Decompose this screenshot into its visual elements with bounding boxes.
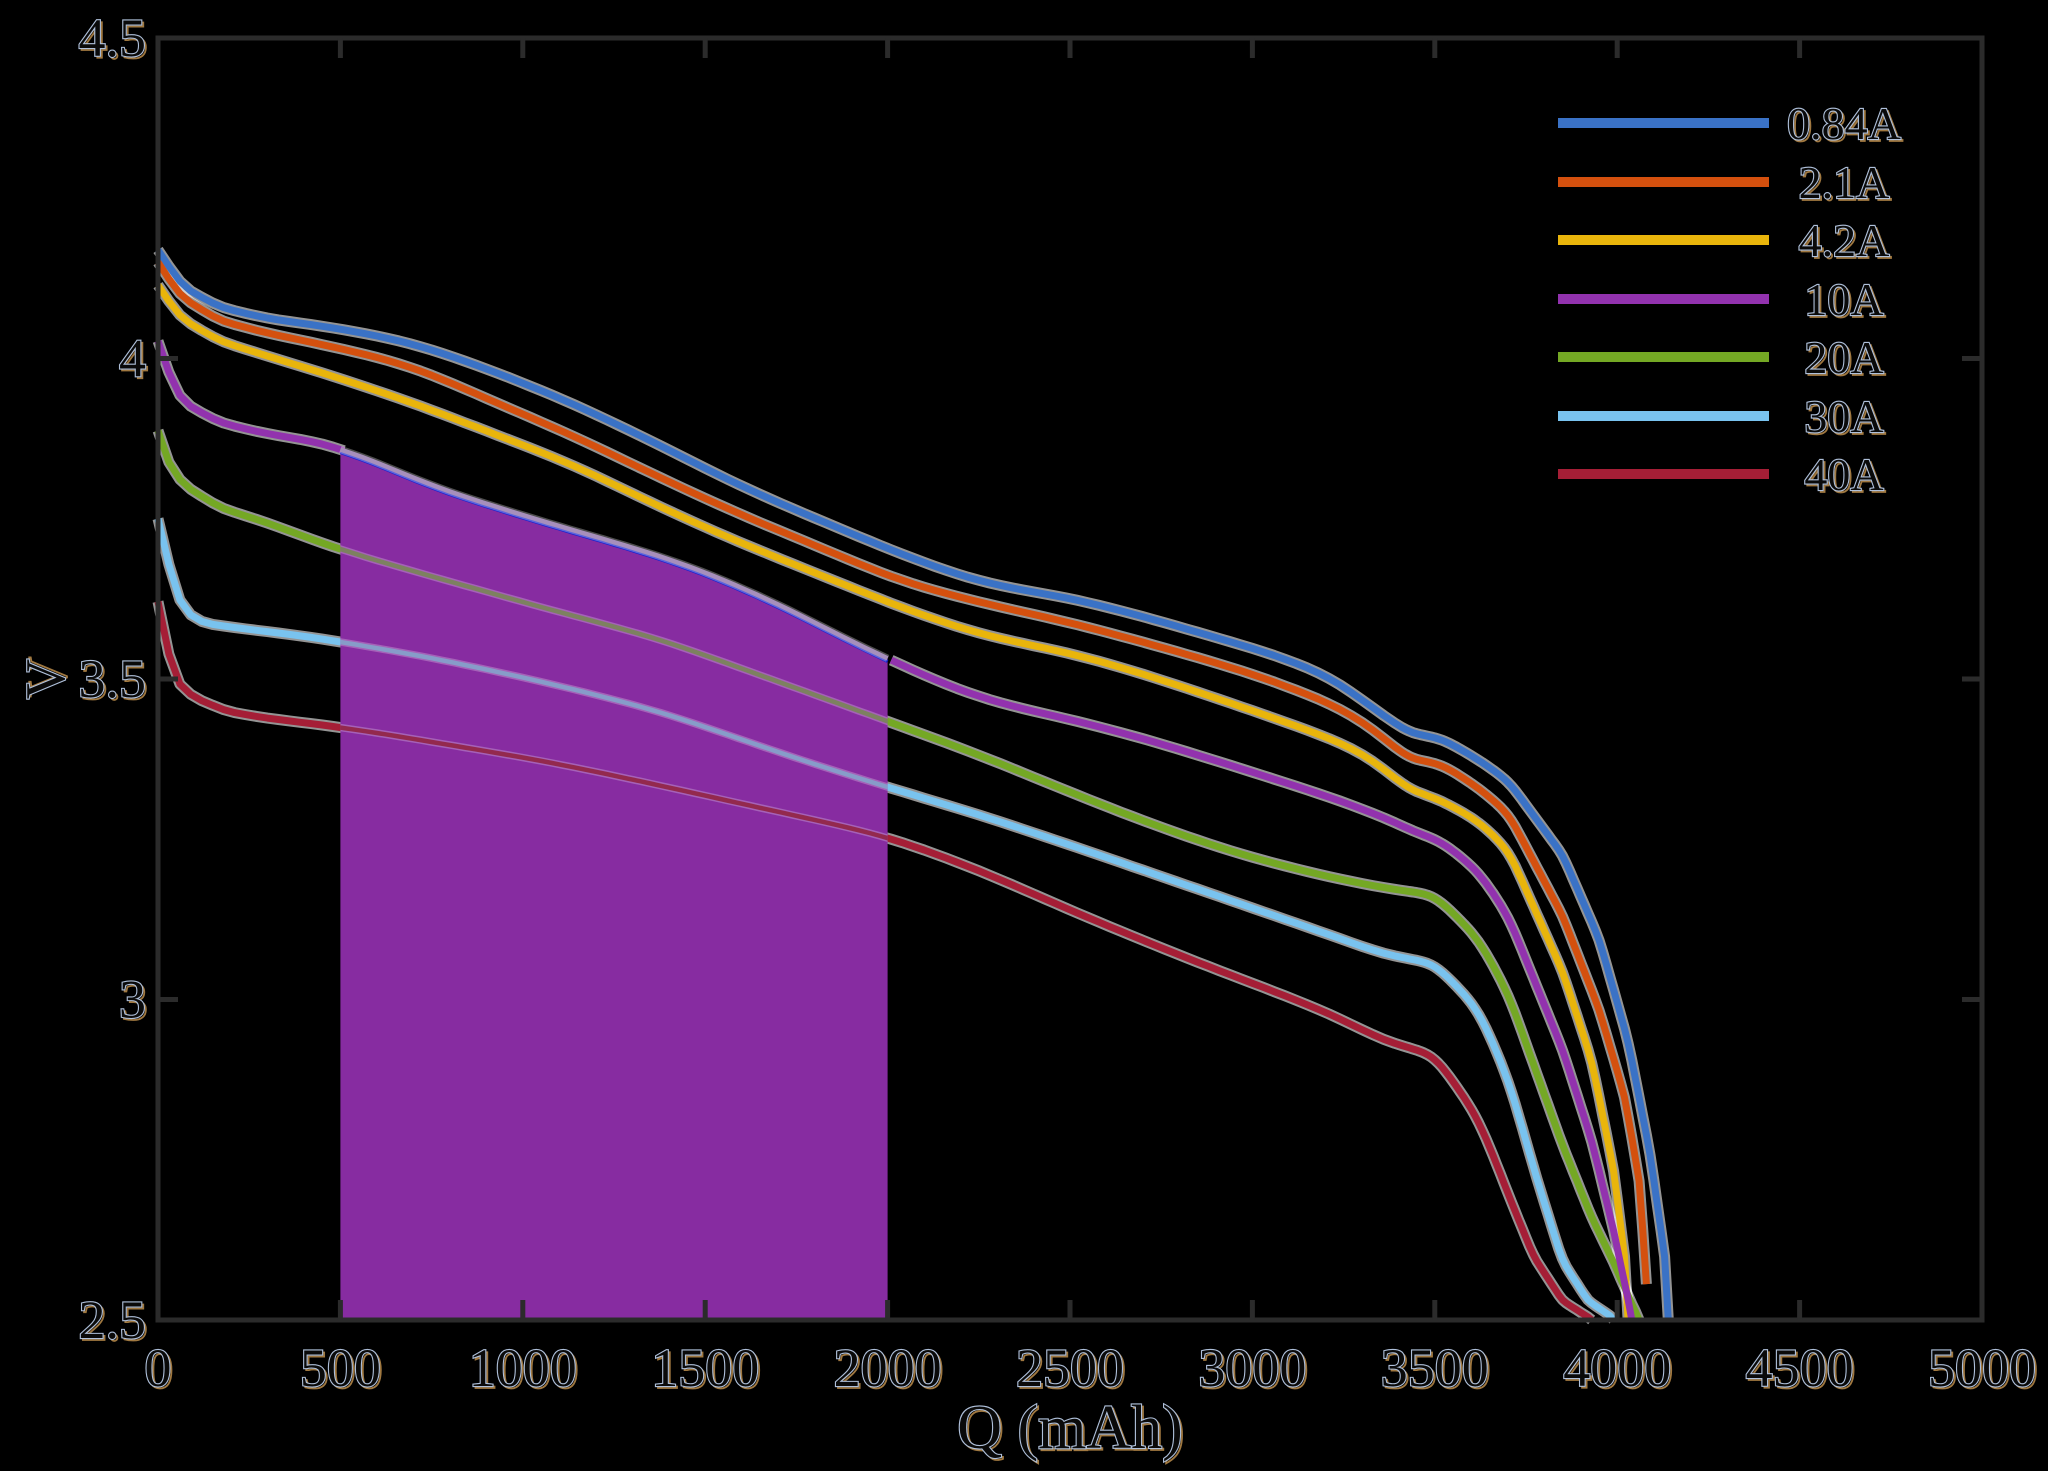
svg-text:2.1A: 2.1A — [1801, 159, 1892, 210]
svg-text:3500: 3500 — [1383, 1340, 1491, 1400]
svg-text:0: 0 — [145, 1338, 172, 1398]
svg-text:4.5: 4.5 — [79, 8, 147, 68]
svg-text:4.5: 4.5 — [81, 10, 149, 70]
svg-text:2.5: 2.5 — [81, 1292, 149, 1352]
svg-text:5000: 5000 — [1930, 1340, 2038, 1400]
svg-text:1500: 1500 — [653, 1340, 761, 1400]
svg-text:3000: 3000 — [1200, 1340, 1308, 1400]
svg-text:2000: 2000 — [834, 1338, 942, 1398]
svg-text:Q (mAh): Q (mAh) — [959, 1396, 1185, 1464]
svg-text:Q (mAh): Q (mAh) — [957, 1394, 1183, 1462]
svg-text:2000: 2000 — [836, 1340, 944, 1400]
svg-text:500: 500 — [302, 1340, 383, 1400]
svg-text:2500: 2500 — [1018, 1340, 1126, 1400]
svg-text:40A: 40A — [1806, 451, 1885, 502]
svg-text:2500: 2500 — [1016, 1338, 1124, 1398]
svg-text:10A: 10A — [1806, 276, 1885, 327]
svg-text:4.2A: 4.2A — [1801, 217, 1892, 268]
svg-text:4000: 4000 — [1563, 1338, 1671, 1398]
svg-text:4000: 4000 — [1565, 1340, 1673, 1400]
svg-text:10A: 10A — [1804, 274, 1883, 325]
svg-text:1000: 1000 — [469, 1338, 577, 1398]
svg-text:30A: 30A — [1804, 391, 1883, 442]
svg-text:20A: 20A — [1804, 332, 1883, 383]
svg-text:2.5: 2.5 — [79, 1290, 147, 1350]
svg-text:5000: 5000 — [1928, 1338, 2036, 1398]
svg-text:0: 0 — [147, 1340, 174, 1400]
svg-text:3.5: 3.5 — [79, 649, 147, 709]
svg-text:4.2A: 4.2A — [1799, 215, 1890, 266]
svg-text:40A: 40A — [1804, 449, 1883, 500]
svg-text:0.84A: 0.84A — [1789, 100, 1903, 151]
svg-text:4500: 4500 — [1746, 1338, 1854, 1398]
svg-text:3: 3 — [119, 970, 146, 1030]
svg-text:3: 3 — [121, 971, 148, 1031]
svg-text:3000: 3000 — [1198, 1338, 1306, 1398]
svg-text:0.84A: 0.84A — [1787, 98, 1901, 149]
svg-text:4: 4 — [121, 330, 148, 390]
svg-text:1500: 1500 — [651, 1338, 759, 1398]
svg-text:500: 500 — [300, 1338, 381, 1398]
svg-text:3500: 3500 — [1381, 1338, 1489, 1398]
svg-text:V: V — [17, 657, 79, 697]
svg-text:2.1A: 2.1A — [1799, 157, 1890, 208]
svg-text:20A: 20A — [1806, 334, 1885, 385]
svg-text:4: 4 — [119, 329, 146, 389]
svg-text:V: V — [15, 659, 77, 699]
svg-text:3.5: 3.5 — [81, 651, 149, 711]
svg-text:30A: 30A — [1806, 393, 1885, 444]
svg-text:1000: 1000 — [471, 1340, 579, 1400]
svg-text:4500: 4500 — [1748, 1340, 1856, 1400]
